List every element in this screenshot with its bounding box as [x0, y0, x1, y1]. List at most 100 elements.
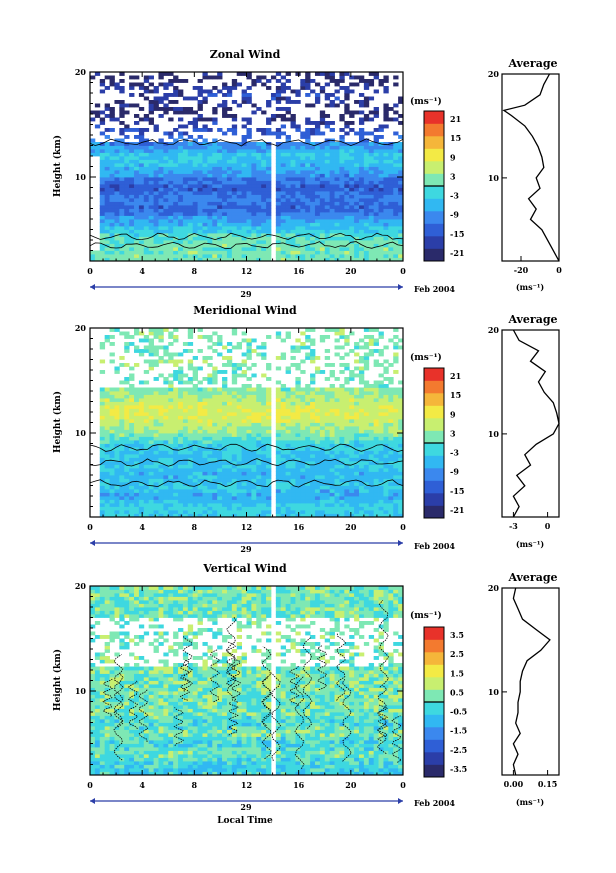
heatmap-cell: [178, 433, 184, 437]
heatmap-cell: [261, 422, 267, 427]
heatmap-cell: [241, 159, 247, 164]
heatmap-cell: [368, 415, 375, 420]
heatmap-cell: [256, 387, 262, 392]
heatmap-cell: [305, 156, 311, 160]
heatmap-cell: [266, 152, 272, 157]
heatmap-cell: [173, 510, 179, 514]
heatmap-cell: [178, 513, 184, 518]
heatmap-cell: [138, 219, 145, 223]
heatmap-cell: [319, 499, 326, 504]
heatmap-cell: [148, 429, 154, 434]
heatmap-cell: [344, 247, 350, 251]
heatmap-cell: [153, 187, 159, 192]
heatmap-cell: [280, 145, 287, 150]
heatmap-cell: [310, 131, 316, 136]
heatmap-cell: [153, 201, 159, 206]
heatmap-cell: [285, 398, 291, 402]
heatmap-cell: [163, 201, 169, 206]
heatmap-cell: [358, 492, 365, 497]
heatmap-cell: [266, 219, 272, 223]
heatmap-cell: [153, 240, 159, 244]
heatmap-cell: [197, 391, 203, 395]
heatmap-cell: [158, 454, 164, 458]
heatmap-cell: [168, 471, 174, 476]
heatmap-cell: [104, 412, 110, 416]
heatmap-cell: [319, 482, 326, 486]
heatmap-cell: [182, 457, 189, 462]
heatmap-cell: [119, 243, 125, 248]
heatmap-cell: [310, 173, 316, 178]
heatmap-cell: [295, 184, 301, 188]
heatmap-cell: [138, 208, 145, 213]
heatmap-cell: [168, 394, 174, 399]
heatmap-cell: [246, 215, 252, 220]
heatmap-cell: [354, 391, 360, 395]
heatmap-cell: [329, 422, 335, 427]
heatmap-cell: [138, 419, 145, 423]
heatmap-cell: [324, 447, 331, 451]
heatmap-cell: [138, 107, 145, 111]
heatmap-cell: [393, 387, 399, 392]
heatmap-cell: [305, 194, 311, 199]
heatmap-cell: [324, 226, 331, 230]
heatmap-cell: [398, 163, 404, 167]
heatmap-cell: [187, 422, 194, 427]
heatmap-cell: [383, 506, 389, 511]
heatmap-cell: [285, 159, 291, 164]
heatmap-cell: [398, 177, 404, 181]
heatmap-cell: [94, 114, 101, 118]
heatmap-cell: [285, 110, 291, 115]
heatmap-cell: [212, 482, 218, 486]
heatmap-cell: [104, 219, 110, 223]
heatmap-cell: [104, 510, 110, 514]
heatmap-cell: [158, 142, 164, 146]
heatmap-cell: [163, 205, 169, 209]
heatmap-cell: [124, 394, 130, 399]
heatmap-cell: [119, 198, 125, 202]
heatmap-cell: [354, 110, 360, 115]
heatmap-cell: [226, 436, 233, 441]
heatmap-cell: [153, 198, 159, 202]
heatmap-cell: [231, 513, 238, 518]
heatmap-cell: [217, 240, 223, 244]
heatmap-cell: [329, 464, 335, 469]
heatmap-cell: [197, 468, 203, 472]
heatmap-cell: [158, 426, 164, 430]
heatmap-cell: [158, 506, 164, 511]
heatmap-cell: [104, 114, 110, 118]
heatmap-cell: [173, 89, 179, 94]
heatmap-cell: [143, 201, 150, 206]
heatmap-cell: [285, 117, 291, 122]
heatmap-cell: [314, 387, 321, 392]
heatmap-cell: [398, 464, 404, 469]
heatmap-cell: [373, 419, 379, 423]
heatmap-cell: [275, 191, 282, 195]
heatmap-cell: [163, 93, 169, 97]
heatmap-cell: [324, 163, 331, 167]
heatmap-cell: [246, 142, 252, 146]
heatmap-cell: [138, 201, 145, 206]
heatmap-cell: [163, 257, 169, 262]
heatmap-cell: [280, 89, 287, 94]
heatmap-cell: [158, 457, 164, 462]
heatmap-cell: [143, 177, 150, 181]
heatmap-cell: [153, 503, 159, 507]
heatmap-cell: [158, 478, 164, 483]
heatmap-cell: [202, 229, 208, 234]
heatmap-cell: [378, 510, 384, 514]
heatmap-cell: [173, 478, 179, 483]
heatmap-cell: [143, 180, 150, 185]
heatmap-cell: [378, 419, 384, 423]
heatmap-cell: [393, 513, 399, 518]
heatmap-cell: [290, 408, 296, 413]
heatmap-cell: [168, 198, 174, 202]
heatmap-cell: [324, 398, 331, 402]
heatmap-cell: [261, 219, 267, 223]
heatmap-cell: [124, 489, 130, 493]
heatmap-cell: [143, 240, 150, 244]
heatmap-cell: [319, 250, 326, 255]
heatmap-cell: [305, 489, 311, 493]
heatmap-cell: [173, 447, 179, 451]
heatmap-cell: [143, 89, 150, 94]
